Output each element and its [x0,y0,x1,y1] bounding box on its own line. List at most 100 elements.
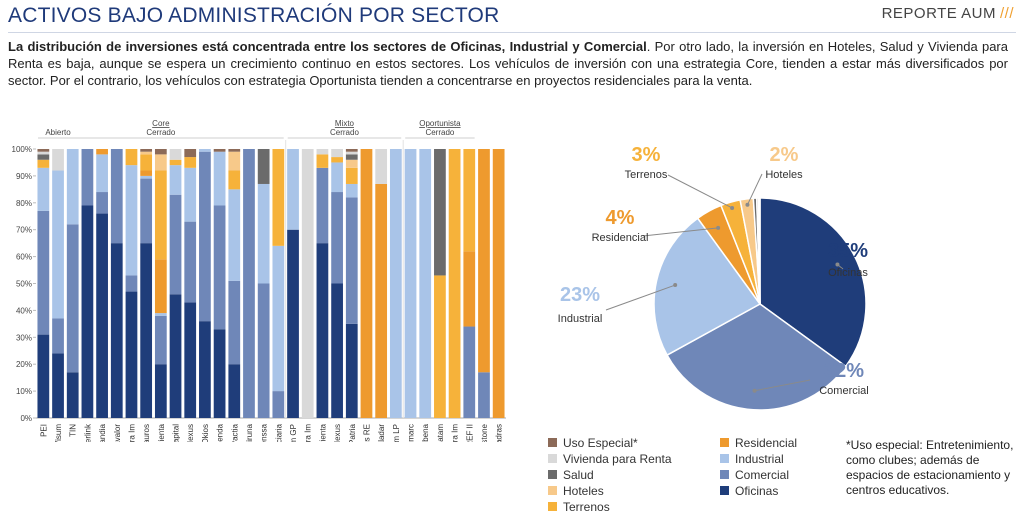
x-tick-label: Nacobena [421,423,430,442]
legend-label: Uso Especial* [563,436,638,450]
slice-percent-label: 35% [828,240,868,262]
legend-item-comercial: Comercial [720,468,789,482]
slice-percent-label: 4% [606,207,635,229]
bar-segment [375,149,388,184]
bar-segment [37,154,50,160]
legend-swatch [720,486,729,495]
bar-segment [52,170,64,319]
x-tick-label: Pienta [318,423,327,442]
x-tick-label: Abacus RE [362,424,371,442]
slice-name-label: Oficinas [828,267,868,279]
x-tick-label: Nexus [333,424,342,442]
bar-segment [316,154,329,168]
y-tick-label: 60% [16,253,32,262]
slice-percent-label: 23% [560,284,600,306]
intro-bold: La distribución de inversiones está conc… [8,39,647,54]
y-tick-label: 70% [16,226,32,235]
y-tick-label: 40% [16,306,32,315]
bar-segment [213,149,226,152]
legend-item-industrial: Industrial [720,452,784,466]
bar-segment [419,149,432,418]
x-tick-label: Yellowstone [480,423,489,442]
legend-swatch [720,438,729,447]
y-tick-label: 30% [16,333,32,342]
legend-label: Oficinas [735,484,779,498]
bar-segment [272,245,285,392]
x-tick-label: Quadras [495,424,504,442]
y-tick-label: 80% [16,199,32,208]
y-tick-label: 0% [20,414,32,423]
bar-segment [228,149,241,152]
x-tick-label: PEI [39,424,48,437]
leader-line [754,379,811,392]
pie-slice [757,197,761,305]
bar-segment [434,149,446,276]
bar-segment [154,170,167,260]
x-tick-label: Kentauros [142,424,151,442]
group-sublabel: Cerrado [330,128,359,137]
y-tick-label: 50% [16,280,32,289]
bar-segment [154,315,167,365]
slice-name-label: Hoteles [765,169,803,181]
legend-item-residencial: Residencial [720,436,797,450]
title-divider [8,32,1016,33]
leader-dot [835,262,840,267]
bar-segment [345,167,358,184]
bar-segment [257,283,270,418]
pie-slice [759,197,867,368]
leader-dot [716,225,721,230]
bar-segment [81,205,94,418]
bar-segment [140,175,153,179]
x-tick-label: Corredores Davivienda [216,423,225,442]
group-sublabel: Abierto [45,128,71,137]
bar-segment [316,167,329,244]
bar-segment [492,149,505,418]
bar-segment [184,302,197,418]
bar-segment [434,275,446,418]
x-tick-label: Pienta [157,423,166,442]
bar-segment [213,151,226,206]
bar-segment [213,205,226,330]
bar-segment [345,151,358,155]
bar-segment [331,283,343,418]
leader-line [747,173,763,206]
y-tick-label: 100% [12,145,32,154]
legend-swatch [548,502,557,511]
bar-segment [140,154,153,171]
legend-item-vivienda: Vivienda para Renta [548,452,672,466]
bar-segment [125,165,138,276]
slice-percent-label: 2% [770,144,799,166]
bar-segment [169,159,182,166]
legend-item-salud: Salud [548,468,594,482]
bar-segment [125,275,138,292]
bar-segment [478,372,490,418]
x-tick-label: Plenssa [260,423,269,442]
legend-label: Salud [563,468,594,482]
legend-label: Terrenos [563,500,610,514]
bar-segment [37,167,50,211]
leader-dot [730,205,735,210]
x-tick-label: Credicorp Capital [172,424,181,442]
bar-segment [37,210,50,335]
report-badge: REPORTE AUM/// [882,5,1014,22]
bar-segment [228,280,241,365]
report-badge-slashes: /// [999,5,1014,22]
bar-segment [199,151,211,322]
x-tick-label: Kiruna [245,423,254,442]
bar-segment [345,159,358,168]
legend-label: Residencial [735,436,798,450]
leader-line [605,284,676,311]
bar-segment [52,149,64,171]
leader-dot [752,388,757,393]
intro-rest: . Por otro lado, la inversión en Hoteles… [8,39,1008,88]
legend-item-oficinas: Oficinas [720,484,778,498]
legend-item-hoteles: Hoteles [548,484,604,498]
bar-segment [154,154,167,171]
group-sublabel: Cerrado [146,128,175,137]
bar-segment [66,149,79,225]
slice-percent-label: 32% [824,360,864,382]
slice-name-label: Residencial [592,232,649,244]
group-sublabel: Cerrado [425,128,454,137]
y-tick-label: 90% [16,172,32,181]
bar-segment [243,149,255,418]
